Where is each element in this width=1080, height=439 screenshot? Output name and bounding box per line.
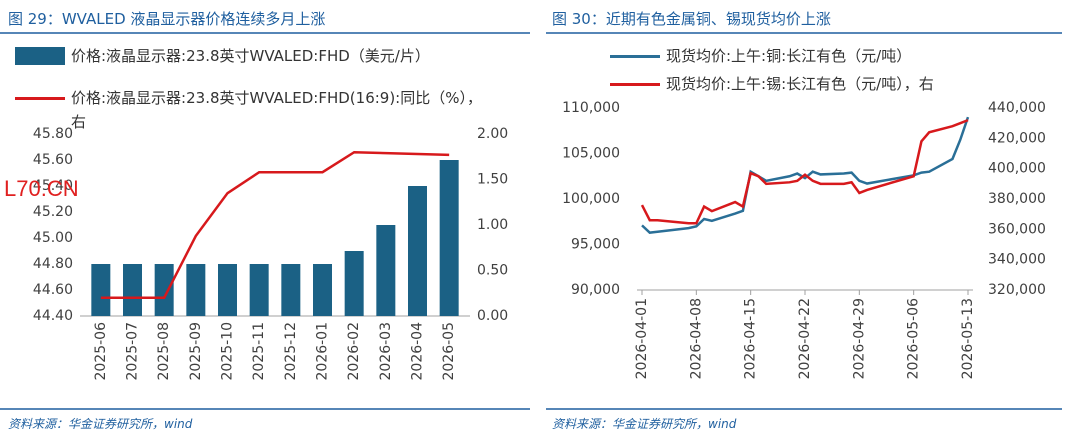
x-tick-label: 2026-04-22 <box>797 298 813 379</box>
bar <box>408 186 427 316</box>
legend-item: 现货均价:上午:锡:长江有色（元/吨），右 <box>610 72 1070 96</box>
y2-tick-label: 440,000 <box>988 100 1046 116</box>
y-tick-label: 45.40 <box>33 178 73 194</box>
watermark: L70.CN <box>4 176 79 201</box>
legend-label: 价格:液晶显示器:23.8英寸WVALED:FHD（美元/片） <box>71 47 430 65</box>
bar <box>249 264 269 316</box>
line <box>641 116 970 234</box>
y2-tick-label: 420,000 <box>988 130 1046 146</box>
source: 资料来源：华金证券研究所，wind <box>552 417 737 431</box>
legend-label: 现货均价:上午:锡:长江有色（元/吨），右 <box>666 75 934 93</box>
y-tick-label: 105,000 <box>562 146 620 162</box>
y2-tick-label: 400,000 <box>988 161 1046 177</box>
legend-swatch <box>610 55 660 58</box>
x-tick-label: 2026-04-15 <box>743 298 759 379</box>
legend-item: 价格:液晶显示器:23.8英寸WVALED:FHD(16:9):同比（%），右 <box>15 86 485 134</box>
bar <box>218 264 237 316</box>
x-tick-label: 2026-05 <box>441 322 457 381</box>
bar <box>281 264 301 316</box>
x-tick-label: 2026-05-13 <box>960 298 976 379</box>
y2-tick-label: 0.00 <box>477 308 508 324</box>
x-tick-label: 2026-05-06 <box>906 298 922 379</box>
y2-tick-label: 340,000 <box>988 252 1046 268</box>
y-tick-label: 100,000 <box>562 191 620 207</box>
line <box>640 118 969 225</box>
y-tick-label: 45.20 <box>33 204 73 220</box>
y-tick-label: 44.60 <box>33 282 73 298</box>
x-tick-label: 2026-03 <box>378 322 394 381</box>
legend-swatch <box>15 47 65 65</box>
y-tick-label: 44.80 <box>33 256 73 272</box>
bar <box>186 264 206 316</box>
y-tick-label: 45.80 <box>33 126 73 142</box>
legend-item: 价格:液晶显示器:23.8英寸WVALED:FHD（美元/片） <box>15 44 485 68</box>
y2-tick-label: 2.00 <box>477 126 508 142</box>
x-tick-label: 2025-12 <box>283 322 299 381</box>
y2-tick-label: 1.00 <box>477 217 508 233</box>
legend-label: 现货均价:上午:铜:长江有色（元/吨） <box>666 47 912 65</box>
x-tick-label: 2026-04-29 <box>851 298 867 379</box>
y2-tick-label: 0.50 <box>477 263 508 279</box>
y-tick-label: 45.00 <box>33 230 73 246</box>
y-tick-label: 90,000 <box>571 282 620 298</box>
y2-tick-label: 360,000 <box>988 221 1046 237</box>
bar <box>91 264 111 316</box>
x-tick-label: 2026-04-08 <box>688 298 704 379</box>
legend-label: 价格:液晶显示器:23.8英寸WVALED:FHD(16:9):同比（%），右 <box>71 89 482 131</box>
x-tick-label: 2026-01 <box>315 322 331 381</box>
x-tick-label: 2026-04-01 <box>634 298 650 379</box>
x-tick-label: 2025-09 <box>188 322 204 381</box>
chart-title: 图 30：近期有色金属铜、锡现货均价上涨 <box>552 10 831 28</box>
y-tick-label: 45.60 <box>33 152 73 168</box>
bar <box>123 264 142 316</box>
y-tick-label: 110,000 <box>562 100 620 116</box>
y-tick-label: 44.40 <box>33 308 73 324</box>
bar <box>439 160 459 316</box>
bar <box>344 251 364 316</box>
y-tick-label: 95,000 <box>571 237 620 253</box>
x-tick-label: 2026-02 <box>346 322 362 381</box>
legend-swatch <box>15 97 65 100</box>
source: 资料来源：华金证券研究所，wind <box>8 417 193 431</box>
x-tick-label: 2025-08 <box>156 322 172 381</box>
line <box>100 150 450 300</box>
x-tick-label: 2026-04 <box>410 322 426 381</box>
x-tick-label: 2025-10 <box>220 322 236 381</box>
y2-tick-label: 380,000 <box>988 191 1046 207</box>
legend-swatch <box>610 83 660 86</box>
legend-item: 现货均价:上午:铜:长江有色（元/吨） <box>610 44 1070 68</box>
x-tick-label: 2025-06 <box>93 322 109 381</box>
y2-tick-label: 1.50 <box>477 172 508 188</box>
bar <box>313 264 332 316</box>
y2-tick-label: 320,000 <box>988 282 1046 298</box>
x-tick-label: 2025-07 <box>125 322 141 381</box>
bar <box>154 264 174 316</box>
chart-title: 图 29：WVALED 液晶显示器价格连续多月上涨 <box>8 10 326 28</box>
x-tick-label: 2025-11 <box>251 322 267 381</box>
bar <box>376 225 396 316</box>
